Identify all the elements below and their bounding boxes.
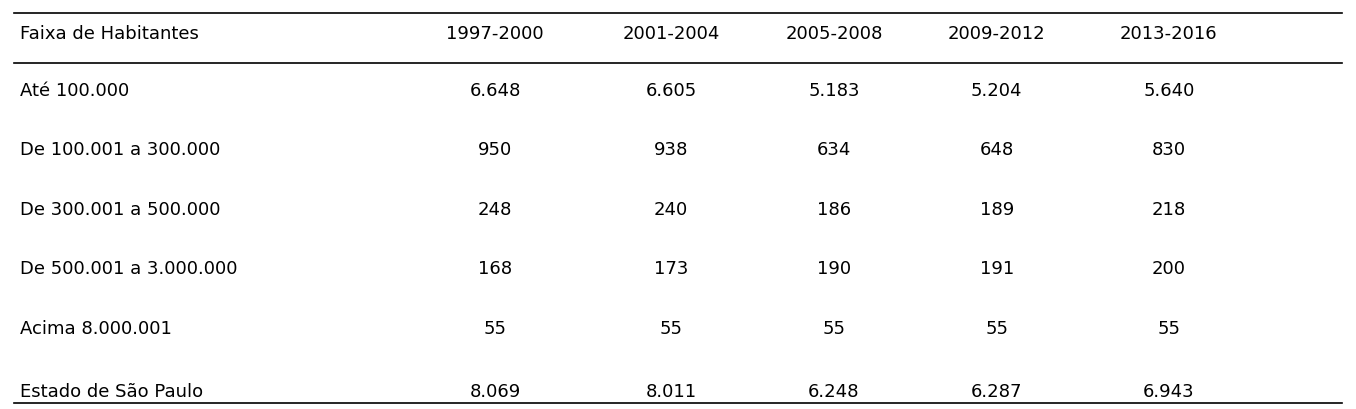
Text: 950: 950 <box>477 141 513 159</box>
Text: 648: 648 <box>979 141 1014 159</box>
Text: Estado de São Paulo: Estado de São Paulo <box>20 382 203 400</box>
Text: 2013-2016: 2013-2016 <box>1120 25 1218 43</box>
Text: De 300.001 a 500.000: De 300.001 a 500.000 <box>20 200 221 218</box>
Text: 186: 186 <box>816 200 852 218</box>
Text: 190: 190 <box>816 260 852 278</box>
Text: Faixa de Habitantes: Faixa de Habitantes <box>20 25 199 43</box>
Text: 938: 938 <box>654 141 689 159</box>
Text: 8.011: 8.011 <box>645 382 697 400</box>
Text: 6.287: 6.287 <box>971 382 1022 400</box>
Text: 6.943: 6.943 <box>1143 382 1195 400</box>
Text: De 100.001 a 300.000: De 100.001 a 300.000 <box>20 141 221 159</box>
Text: 173: 173 <box>654 260 689 278</box>
Text: 634: 634 <box>816 141 852 159</box>
Text: 6.605: 6.605 <box>645 82 697 100</box>
Text: 168: 168 <box>477 260 513 278</box>
Text: 2001-2004: 2001-2004 <box>622 25 720 43</box>
Text: 5.204: 5.204 <box>971 82 1022 100</box>
Text: 248: 248 <box>477 200 513 218</box>
Text: 55: 55 <box>1158 319 1180 337</box>
Text: 6.248: 6.248 <box>808 382 860 400</box>
Text: 1997-2000: 1997-2000 <box>446 25 544 43</box>
Text: 189: 189 <box>979 200 1014 218</box>
Text: 55: 55 <box>484 319 506 337</box>
Text: 6.648: 6.648 <box>469 82 521 100</box>
Text: Até 100.000: Até 100.000 <box>20 82 130 100</box>
Text: 200: 200 <box>1151 260 1186 278</box>
Text: 55: 55 <box>986 319 1008 337</box>
Text: Acima 8.000.001: Acima 8.000.001 <box>20 319 172 337</box>
Text: 2009-2012: 2009-2012 <box>948 25 1045 43</box>
Text: 55: 55 <box>823 319 845 337</box>
Text: 2005-2008: 2005-2008 <box>785 25 883 43</box>
Text: 55: 55 <box>660 319 682 337</box>
Text: 5.640: 5.640 <box>1143 82 1195 100</box>
Text: 5.183: 5.183 <box>808 82 860 100</box>
Text: 240: 240 <box>654 200 689 218</box>
Text: 218: 218 <box>1151 200 1186 218</box>
Text: 8.069: 8.069 <box>469 382 521 400</box>
Text: De 500.001 a 3.000.000: De 500.001 a 3.000.000 <box>20 260 237 278</box>
Text: 830: 830 <box>1151 141 1186 159</box>
Text: 191: 191 <box>979 260 1014 278</box>
